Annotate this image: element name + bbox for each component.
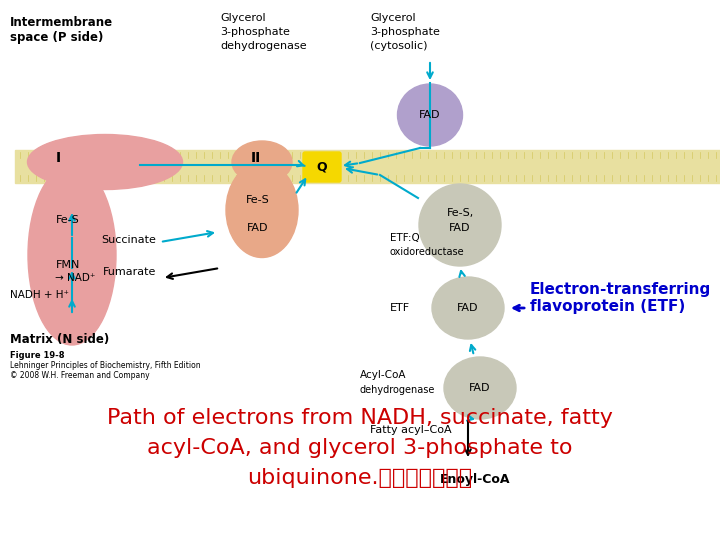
Text: I: I xyxy=(55,151,60,165)
Text: ETF:Q: ETF:Q xyxy=(390,233,420,243)
Text: Electron-transferring
flavoprotein (ETF): Electron-transferring flavoprotein (ETF) xyxy=(530,282,711,314)
Bar xyxy=(15,150,720,183)
Text: oxidoreductase: oxidoreductase xyxy=(390,247,464,257)
Text: Fe-S: Fe-S xyxy=(56,215,80,225)
Ellipse shape xyxy=(444,357,516,419)
Text: FAD: FAD xyxy=(449,223,471,233)
Ellipse shape xyxy=(232,141,292,183)
Ellipse shape xyxy=(32,142,88,182)
Ellipse shape xyxy=(419,184,501,266)
Text: dehydrogenase: dehydrogenase xyxy=(220,41,307,51)
Text: FAD: FAD xyxy=(247,223,269,233)
FancyBboxPatch shape xyxy=(303,152,341,182)
Text: (cytosolic): (cytosolic) xyxy=(370,41,428,51)
Ellipse shape xyxy=(226,163,298,258)
Ellipse shape xyxy=(432,277,504,339)
Text: acyl-CoA, and glycerol 3-phosphate to: acyl-CoA, and glycerol 3-phosphate to xyxy=(148,438,572,458)
Text: Enoyl-CoA: Enoyl-CoA xyxy=(440,474,510,487)
Text: Fe-S: Fe-S xyxy=(246,195,270,205)
Text: dehydrogenase: dehydrogenase xyxy=(360,385,436,395)
Text: Succinate: Succinate xyxy=(101,235,156,245)
Text: space (P side): space (P side) xyxy=(10,31,104,44)
Ellipse shape xyxy=(397,84,462,146)
Text: Glycerol: Glycerol xyxy=(220,13,266,23)
Text: 3-phosphate: 3-phosphate xyxy=(220,27,290,37)
Text: Path of electrons from NADH, succinate, fatty: Path of electrons from NADH, succinate, … xyxy=(107,408,613,428)
Text: NADH + H⁺: NADH + H⁺ xyxy=(10,290,69,300)
Text: → NAD⁺: → NAD⁺ xyxy=(55,273,95,283)
Text: Fumarate: Fumarate xyxy=(103,267,156,277)
Text: Lehninger Principles of Biochemistry, Fifth Edition: Lehninger Principles of Biochemistry, Fi… xyxy=(10,361,201,370)
Text: Fe-S,: Fe-S, xyxy=(446,208,474,218)
Text: Fatty acyl–CoA: Fatty acyl–CoA xyxy=(370,425,451,435)
Text: Matrix (N side): Matrix (N side) xyxy=(10,334,109,347)
Text: © 2008 W.H. Freeman and Company: © 2008 W.H. Freeman and Company xyxy=(10,372,150,381)
Text: Q: Q xyxy=(317,160,328,173)
Text: ETF: ETF xyxy=(390,303,410,313)
Text: FAD: FAD xyxy=(469,383,491,393)
Ellipse shape xyxy=(28,165,116,345)
Ellipse shape xyxy=(27,134,182,190)
Text: FAD: FAD xyxy=(457,303,479,313)
Text: II: II xyxy=(251,151,261,165)
Text: Acyl-CoA: Acyl-CoA xyxy=(360,370,407,380)
Text: 3-phosphate: 3-phosphate xyxy=(370,27,440,37)
Text: FMN: FMN xyxy=(56,260,80,270)
Text: Intermembrane: Intermembrane xyxy=(10,16,113,29)
Text: ubiquinone.電子的傳遡路徑: ubiquinone.電子的傳遡路徑 xyxy=(248,468,472,488)
Text: Glycerol: Glycerol xyxy=(370,13,415,23)
Text: Figure 19-8: Figure 19-8 xyxy=(10,350,65,360)
Text: FAD: FAD xyxy=(419,110,441,120)
